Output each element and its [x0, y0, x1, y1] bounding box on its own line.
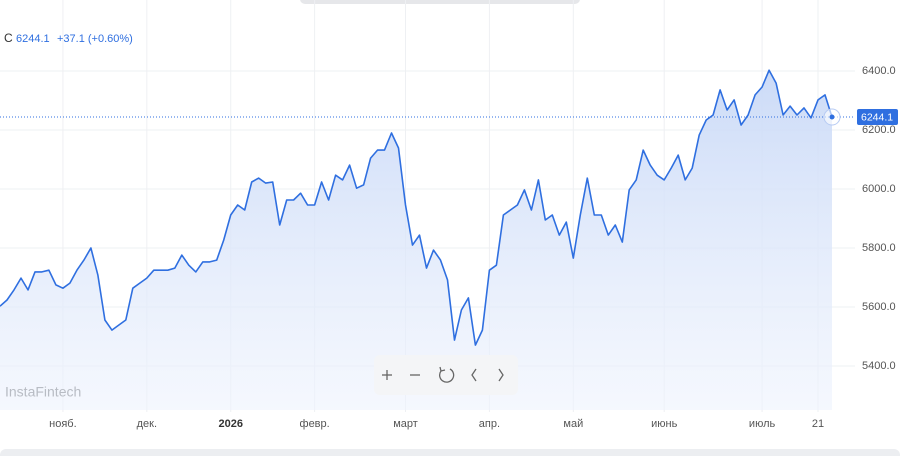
- toolbar-bg: [374, 355, 518, 395]
- x-tick-label: февр.: [300, 418, 330, 430]
- x-tick-label: нояб.: [49, 418, 77, 430]
- y-tick-label: 5800.0: [862, 242, 896, 254]
- plot: [0, 69, 855, 410]
- y-tick-label: 6000.0: [862, 183, 896, 195]
- prev-button[interactable]: [471, 368, 477, 382]
- top-bar: [300, 0, 580, 4]
- x-tick-label: 2026: [218, 418, 242, 430]
- x-tick-label: март: [393, 418, 418, 430]
- y-tick-label: 6200.0: [862, 124, 896, 136]
- zoom-out-button[interactable]: [403, 360, 427, 390]
- line: [0, 69, 833, 346]
- change: +37.1 (+0.60%): [57, 33, 133, 45]
- x-tick-label: июнь: [651, 418, 677, 430]
- last-price-box: [857, 109, 898, 126]
- reset-button[interactable]: [439, 366, 455, 383]
- last-point: [829, 114, 835, 120]
- x-tick-label: дек.: [137, 418, 157, 430]
- x-tick-label: апр.: [479, 418, 500, 430]
- toolbar: [374, 355, 518, 395]
- bottom-bar: [0, 449, 900, 456]
- next-button[interactable]: [498, 368, 504, 382]
- zoom-in-button[interactable]: [376, 360, 400, 390]
- watermark: InstaFintech: [5, 384, 81, 400]
- y-tick-label: 5600.0: [862, 301, 896, 313]
- x-tick-label: май: [563, 418, 583, 430]
- last-price-label: 6244.1: [861, 111, 893, 123]
- y-tick-label: 5400.0: [862, 360, 896, 372]
- x-tick-label: июль: [749, 418, 776, 430]
- y-tick-label: 6400.0: [862, 65, 896, 77]
- x-tick-label: 21: [812, 418, 824, 430]
- price: 6244.1: [16, 33, 50, 45]
- area: [0, 70, 832, 410]
- symbol: C: [4, 31, 13, 45]
